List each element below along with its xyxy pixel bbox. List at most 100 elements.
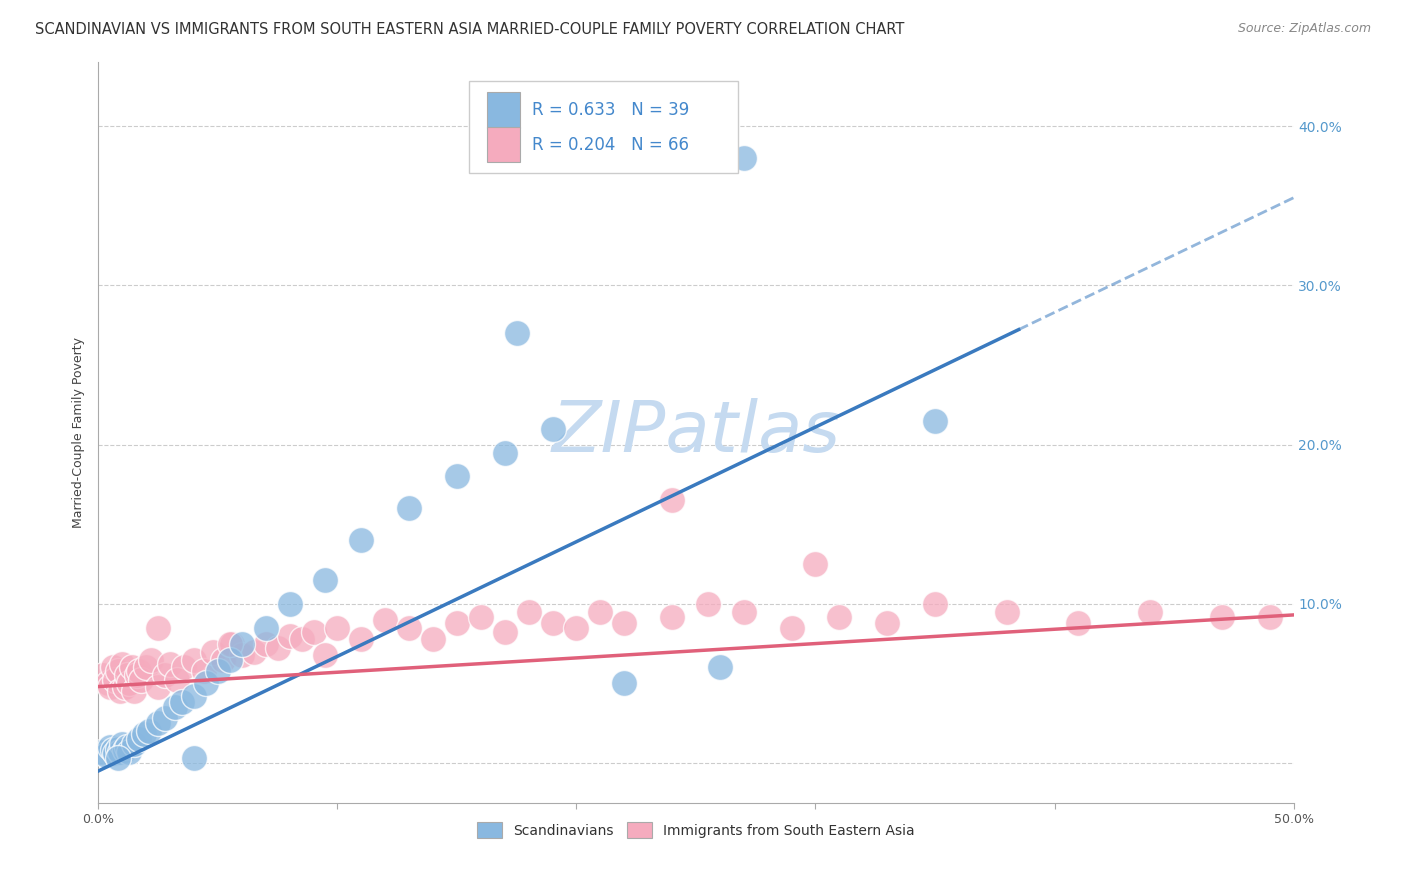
Point (733, 151, 755, 165)
Point (613, 676, 636, 690)
Point (219, 652, 242, 666)
Point (315, 573, 337, 587)
Point (104, 673, 127, 688)
Point (207, 664, 229, 678)
Text: Source: ZipAtlas.com: Source: ZipAtlas.com (1237, 22, 1371, 36)
Point (780, 621, 803, 635)
Point (1067, 615, 1090, 630)
Point (1211, 609, 1233, 624)
Point (97, 676, 120, 690)
Point (589, 605, 612, 619)
Point (90, 745, 112, 759)
Point (661, 493, 683, 508)
Point (101, 743, 124, 757)
Point (506, 326, 529, 340)
Point (111, 657, 134, 672)
Point (148, 621, 170, 635)
Point (291, 632, 314, 646)
Point (172, 696, 194, 710)
Point (231, 648, 253, 662)
Point (446, 615, 468, 630)
Point (613, 615, 636, 630)
Point (876, 615, 898, 630)
Point (91, 668, 114, 682)
Point (278, 597, 301, 611)
Point (108, 684, 131, 698)
Bar (486, 92, 520, 128)
Point (202, 644, 225, 658)
Point (114, 743, 136, 757)
Point (350, 632, 373, 646)
Point (494, 625, 516, 640)
Point (121, 660, 143, 674)
Point (114, 680, 136, 694)
Point (98, 680, 122, 694)
Point (446, 469, 468, 483)
Point (494, 445, 516, 459)
Point (94, 747, 117, 762)
Y-axis label: Married-Couple Family Poverty: Married-Couple Family Poverty (72, 337, 86, 528)
Point (183, 689, 205, 703)
Point (132, 727, 155, 741)
Point (350, 533, 373, 547)
Point (995, 605, 1018, 619)
Point (159, 657, 181, 672)
Point (661, 609, 683, 624)
Point (166, 673, 188, 688)
Bar (486, 127, 520, 162)
Point (195, 676, 218, 690)
Point (697, 597, 720, 611)
Point (398, 621, 420, 635)
Point (183, 652, 205, 666)
Point (374, 613, 396, 627)
Point (155, 711, 177, 725)
Point (254, 621, 277, 635)
Point (118, 676, 141, 690)
Point (398, 501, 420, 516)
Point (828, 609, 851, 624)
Point (267, 641, 290, 656)
Point (115, 740, 138, 755)
Text: R = 0.204   N = 66: R = 0.204 N = 66 (533, 136, 689, 153)
Point (733, 605, 755, 619)
Point (163, 700, 186, 714)
Point (131, 673, 153, 688)
Point (1139, 605, 1161, 619)
Point (924, 414, 946, 428)
Point (315, 648, 337, 662)
Point (221, 637, 243, 651)
Point (148, 716, 170, 731)
Point (108, 745, 131, 759)
Point (231, 637, 253, 651)
Point (470, 609, 492, 624)
Point (302, 625, 325, 640)
Point (104, 747, 127, 761)
Point (98, 740, 122, 755)
Point (422, 632, 444, 646)
Point (517, 605, 540, 619)
Point (804, 557, 827, 571)
Text: ZIPatlas: ZIPatlas (551, 398, 841, 467)
Point (111, 737, 134, 751)
Point (243, 644, 266, 658)
Point (211, 652, 233, 666)
FancyBboxPatch shape (470, 81, 738, 173)
Point (173, 660, 195, 674)
Point (125, 668, 148, 682)
Point (138, 724, 160, 739)
Point (541, 422, 564, 436)
Point (124, 737, 146, 751)
Text: R = 0.633   N = 39: R = 0.633 N = 39 (533, 101, 689, 119)
Point (135, 660, 157, 674)
Point (254, 637, 277, 651)
Point (155, 668, 177, 682)
Point (128, 664, 150, 678)
Point (193, 664, 215, 678)
Point (709, 660, 731, 674)
Point (148, 680, 170, 694)
Point (101, 660, 124, 674)
Text: SCANDINAVIAN VS IMMIGRANTS FROM SOUTH EASTERN ASIA MARRIED-COUPLE FAMILY POVERTY: SCANDINAVIAN VS IMMIGRANTS FROM SOUTH EA… (35, 22, 904, 37)
Point (326, 621, 349, 635)
Point (107, 741, 129, 756)
Point (107, 664, 129, 678)
